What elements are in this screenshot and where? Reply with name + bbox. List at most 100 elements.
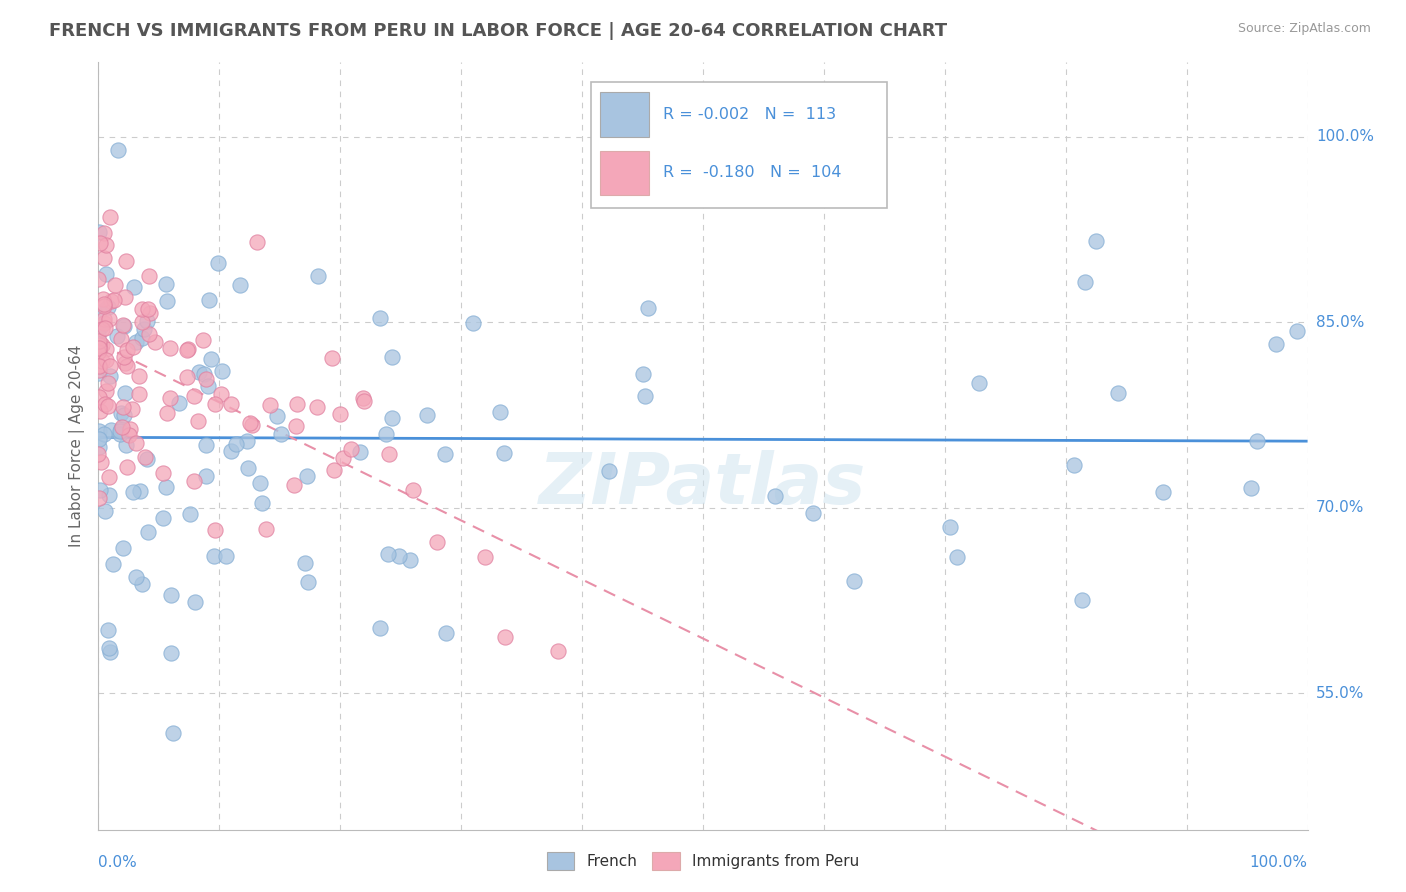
Point [1074,275,1097,289]
Point [1265,337,1288,351]
Text: 100.0%: 100.0% [1250,855,1308,870]
Point [229,277,252,292]
Point [93,297,115,311]
Point [87,447,110,461]
Point [204,523,226,537]
Point [93,312,115,326]
Point [128,387,150,401]
Point [131,315,153,329]
Point [967,376,990,391]
Point [117,359,139,373]
Point [637,301,659,315]
Point [159,341,181,355]
FancyBboxPatch shape [600,93,648,136]
Text: 100.0%: 100.0% [1316,129,1374,145]
Text: R = -0.002   N =  113: R = -0.002 N = 113 [664,107,837,122]
Point [131,576,153,591]
Point [138,268,160,283]
Point [87,359,110,373]
Point [329,407,352,421]
Point [239,416,262,430]
Point [108,427,131,442]
Point [111,541,134,555]
Point [136,301,159,316]
Point [352,391,374,405]
Point [110,332,132,346]
Point [295,468,318,483]
Point [187,365,209,379]
Text: 55.0%: 55.0% [1316,686,1364,701]
Point [114,356,136,370]
Text: 0.0%: 0.0% [98,855,138,870]
Point [87,225,110,239]
Point [1285,324,1308,338]
Y-axis label: In Labor Force | Age 20-64: In Labor Force | Age 20-64 [69,345,84,547]
Point [375,427,398,442]
Point [634,389,657,403]
Point [368,311,391,326]
Point [112,318,135,332]
Point [308,268,330,283]
Point [114,254,136,268]
Point [97,488,120,502]
Point [377,547,399,561]
Point [97,399,120,413]
Point [1063,458,1085,472]
Text: ZIPatlas: ZIPatlas [540,450,866,519]
FancyBboxPatch shape [591,81,887,208]
Point [87,440,110,454]
Point [339,442,361,457]
Point [93,226,115,240]
Point [96,343,118,357]
Point [219,397,242,411]
Point [1152,484,1174,499]
Point [155,480,177,494]
Point [94,397,117,411]
Point [353,394,375,409]
Point [87,328,110,343]
Point [89,432,111,446]
Point [97,300,120,314]
Point [193,367,215,381]
Point [91,322,114,336]
Point [87,366,110,380]
Point [494,446,516,460]
Point [112,408,135,422]
Point [97,640,120,655]
Point [763,489,786,503]
Point [159,391,181,405]
Point [90,319,112,334]
Point [1240,481,1263,495]
Point [254,523,277,537]
FancyBboxPatch shape [600,151,648,195]
Point [283,478,305,492]
Point [225,437,247,451]
Point [349,444,371,458]
Point [160,646,183,660]
Point [118,422,141,436]
Point [115,438,138,452]
Point [842,574,865,588]
Point [402,483,425,497]
Point [236,434,259,448]
Point [136,525,159,540]
Point [200,351,222,366]
Point [111,400,134,414]
Point [128,483,150,498]
Point [87,272,110,286]
Point [107,143,129,157]
Point [179,508,201,522]
Point [221,444,243,458]
Point [125,334,148,349]
Point [90,338,112,352]
Point [198,293,221,307]
Point [183,474,205,488]
Point [104,278,127,293]
Point [236,460,259,475]
Point [98,312,121,326]
Point [89,483,111,497]
Point [87,424,110,438]
Point [121,340,143,354]
Point [87,341,110,355]
Text: R =  -0.180   N =  104: R = -0.180 N = 104 [664,165,842,180]
